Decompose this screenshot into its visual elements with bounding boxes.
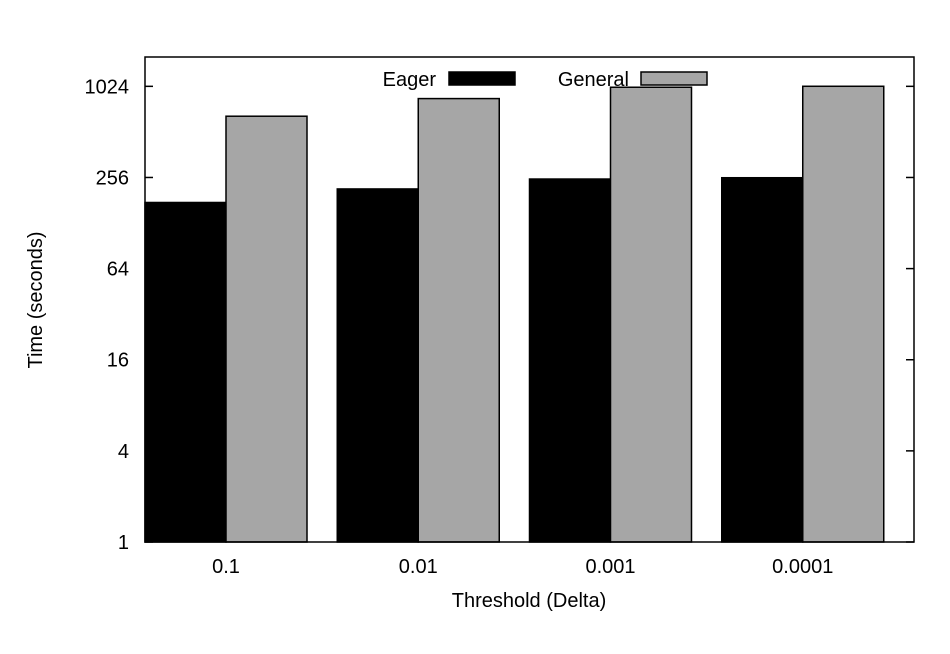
x-tick-label: 0.1: [212, 556, 240, 578]
y-axis: 1 4 16 64 256 1024: [85, 76, 914, 554]
bar-general-1: [417, 97, 500, 543]
bar-general-3: [802, 85, 885, 543]
legend-label-eager: Eager: [383, 69, 437, 91]
legend-label-general: General: [558, 69, 629, 91]
bar-eager-1: [336, 188, 419, 543]
legend: Eager General: [383, 69, 708, 91]
y-tick-label: 64: [107, 259, 129, 281]
bars-layer: [144, 85, 885, 543]
x-tick-label: 0.001: [585, 556, 635, 578]
legend-swatch-eager: [448, 71, 516, 86]
x-axis: 0.1 0.01 0.001 0.0001: [212, 556, 833, 578]
y-tick-label: 256: [96, 167, 129, 189]
bar-eager-2: [528, 178, 612, 543]
x-tick-label: 0.01: [399, 556, 438, 578]
bar-eager-0: [144, 201, 227, 543]
y-tick-label: 1: [118, 532, 129, 554]
y-tick-label: 16: [107, 350, 129, 372]
x-axis-label: Threshold (Delta): [452, 590, 607, 612]
plot-frame: [144, 56, 915, 543]
y-tick-label: 1024: [85, 76, 130, 98]
x-tick-label: 0.0001: [772, 556, 833, 578]
legend-swatch-general: [640, 71, 708, 86]
y-tick-label: 4: [118, 441, 129, 463]
bar-general-0: [225, 115, 308, 543]
y-axis-label: Time (seconds): [25, 231, 47, 368]
bar-eager-3: [721, 176, 804, 543]
bar-general-2: [609, 86, 693, 543]
